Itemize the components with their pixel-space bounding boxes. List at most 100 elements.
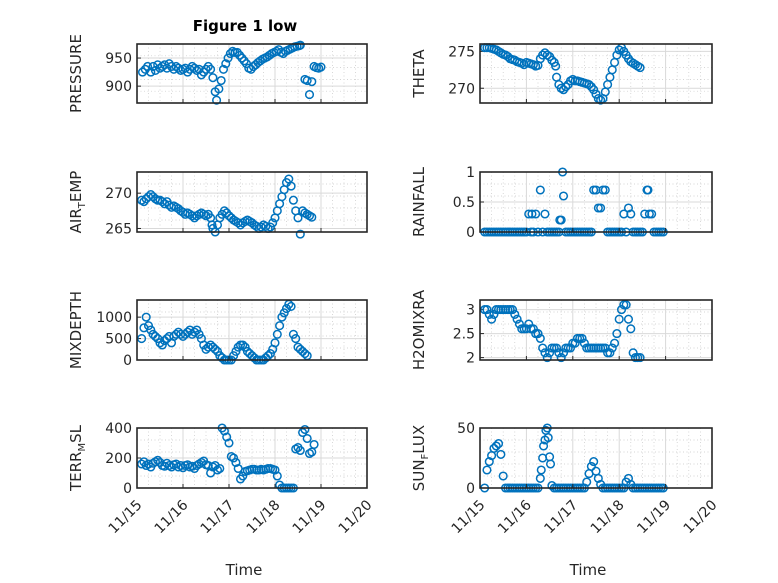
data-point [540, 209, 550, 219]
data-point [612, 329, 622, 339]
data-point [206, 64, 216, 74]
y-tick-label: 0 [466, 481, 475, 497]
data-point [531, 209, 541, 219]
data-series [137, 174, 317, 239]
data-point [589, 457, 599, 467]
data-point [484, 309, 494, 319]
data-point [635, 63, 645, 73]
mixdepth-panel: 0 500 1000 MIXDEPTH [67, 291, 368, 369]
data-point [153, 455, 163, 465]
data-point [183, 460, 193, 470]
data-point [586, 461, 596, 471]
data-point [507, 305, 518, 315]
data-point [291, 334, 301, 344]
data-point [212, 95, 222, 105]
data-point [552, 343, 562, 353]
data-point [535, 185, 545, 195]
data-point [643, 185, 653, 195]
data-point [577, 333, 587, 343]
data-series [480, 43, 645, 105]
data-point [593, 473, 603, 483]
air-temp-panel: 265 270 AIRTEMP [67, 171, 368, 239]
y-tick-label: 3 [466, 303, 475, 319]
data-point [216, 75, 226, 86]
y-tick-label: 0 [123, 353, 132, 369]
data-series [480, 300, 645, 363]
data-point [600, 185, 610, 195]
data-point [647, 209, 657, 219]
axes-frame [479, 43, 713, 104]
y-tick-label: 270 [448, 81, 475, 97]
axes-frame [136, 299, 368, 361]
data-point [255, 56, 265, 66]
data-point [579, 338, 589, 348]
data-point [482, 305, 492, 315]
data-point [623, 473, 634, 483]
data-point [302, 433, 312, 444]
x-axis-label: Time [569, 561, 607, 579]
axes-frame [136, 427, 368, 489]
data-point [512, 314, 522, 324]
y-tick-label: 2 [466, 351, 475, 367]
data-point [551, 61, 561, 71]
data-point [487, 314, 497, 324]
data-point [491, 441, 501, 451]
data-point [565, 343, 576, 353]
data-point [272, 471, 282, 481]
data-point [304, 90, 315, 100]
data-point [591, 89, 601, 99]
data-point [605, 348, 615, 358]
y-tick-label: 1000 [96, 310, 132, 326]
data-point [238, 471, 248, 481]
data-point [616, 305, 627, 315]
y-tick-label: 200 [105, 451, 132, 467]
data-point [535, 333, 545, 343]
data-point [222, 432, 232, 442]
data-point [558, 348, 569, 358]
data-point [302, 75, 312, 86]
data-point [300, 349, 310, 359]
data-point [146, 67, 156, 77]
data-point [141, 312, 151, 322]
data-point [221, 59, 231, 69]
data-point [623, 314, 634, 324]
data-point [514, 319, 524, 329]
data-point [224, 438, 234, 448]
data-point [210, 344, 220, 354]
data-point [626, 209, 636, 219]
data-point [231, 457, 241, 468]
data-point [293, 213, 303, 223]
y-axis-label: TERRMSL [67, 424, 88, 492]
data-point [215, 463, 225, 474]
data-point [623, 203, 634, 213]
data-point [533, 329, 543, 339]
data-point [535, 473, 545, 483]
data-point [554, 348, 564, 358]
data-point [264, 50, 275, 60]
data-point [208, 73, 218, 83]
axes-frame [479, 427, 713, 489]
axes-frame [479, 171, 713, 233]
y-tick-label: 0 [466, 225, 475, 241]
rainfall-panel: 0 0.5 1 RAINFALL [410, 165, 713, 241]
y-axis-label: PRESSURE [67, 34, 85, 113]
data-point [300, 424, 310, 435]
y-tick-label: 2.5 [453, 327, 475, 343]
data-point [268, 218, 278, 228]
data-point [484, 457, 494, 467]
y-tick-label: 0.5 [453, 195, 475, 211]
data-point [295, 229, 305, 239]
y-tick-label: 950 [105, 51, 132, 67]
data-point [607, 343, 617, 353]
data-point [229, 453, 239, 463]
y-axis-label: MIXDEPTH [67, 291, 85, 369]
axes-frame [136, 171, 368, 233]
data-point [584, 80, 594, 90]
data-point [307, 77, 317, 87]
data-point [309, 439, 319, 450]
data-point [295, 40, 305, 50]
data-point [160, 199, 170, 209]
data-point [545, 459, 556, 469]
data-point [510, 309, 520, 319]
y-tick-label: 500 [105, 332, 132, 348]
